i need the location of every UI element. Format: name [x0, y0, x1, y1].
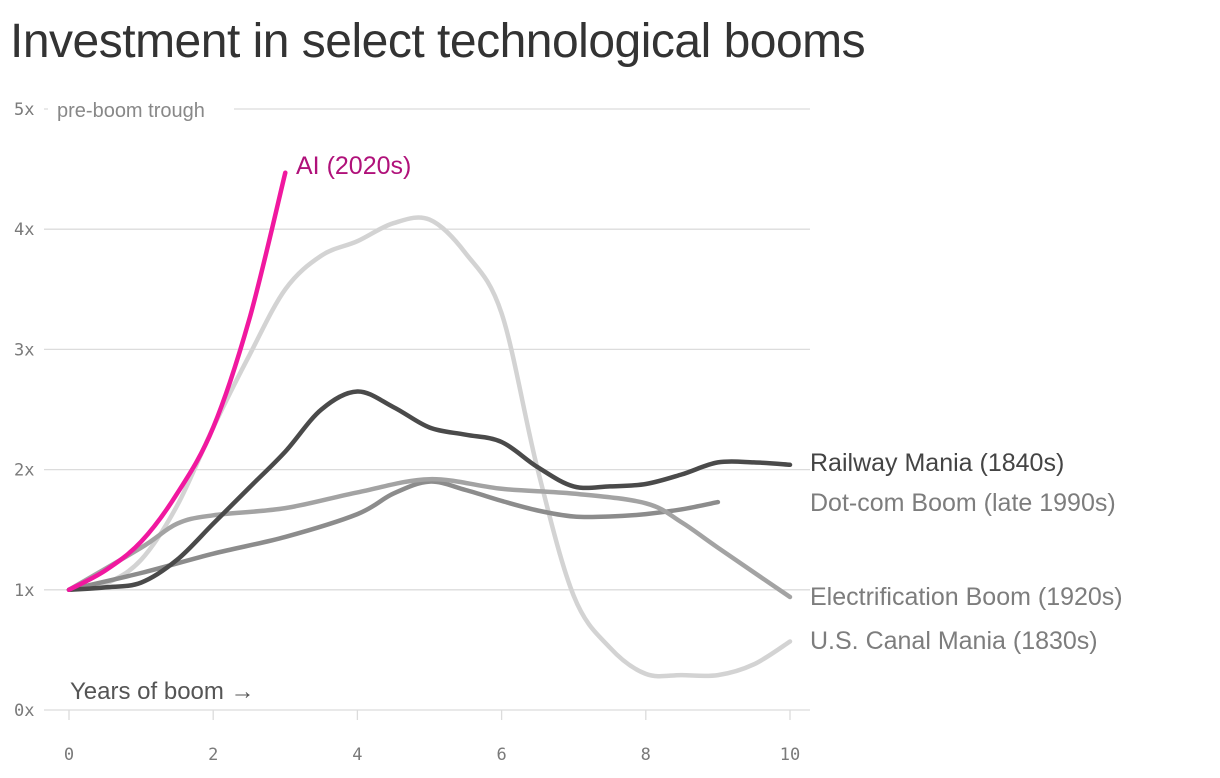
y-tick-label: 0x [14, 701, 34, 721]
series-line-u-s-canal-mania-1830s [66, 215, 793, 679]
gridlines [44, 108, 810, 711]
series-label-railway-mania-1840s: Railway Mania (1840s) [810, 449, 1064, 477]
series-label-dot-com-boom-late-1990s: Dot-com Boom (late 1990s) [810, 489, 1116, 517]
y-tick-label: 5x [14, 100, 34, 120]
y-tick-label: 1x [14, 581, 34, 601]
x-tick-label: 2 [208, 745, 218, 765]
x-tick-label: 8 [641, 745, 651, 765]
x-tick-label: 10 [780, 745, 800, 765]
series-line-electrification-boom-1920s [66, 479, 721, 593]
x-axis-title: Years of boom → [70, 678, 255, 705]
series-line-dot-com-boom-late-1990s [66, 476, 793, 600]
chart-title: Investment in select technological booms [10, 15, 866, 68]
x-tick-label: 0 [64, 745, 74, 765]
y-axis-note: pre-boom trough [57, 100, 205, 122]
series-label-ai-2020s: AI (2020s) [296, 152, 411, 180]
series-lines [66, 170, 793, 679]
y-axis-ticks: 0x 1x 2x 3x 4x 5x [14, 100, 34, 721]
series-labels: U.S. Canal Mania (1830s) Electrification … [296, 152, 1123, 655]
x-tick-label: 4 [352, 745, 362, 765]
x-tick-label: 6 [496, 745, 506, 765]
y-tick-label: 3x [14, 340, 34, 360]
y-tick-label: 4x [14, 220, 34, 240]
series-label-electrification-boom-1920s: Electrification Boom (1920s) [810, 583, 1123, 611]
x-axis-ticks: 0 2 4 6 8 10 [64, 710, 800, 765]
series-label-u-s-canal-mania-1830s: U.S. Canal Mania (1830s) [810, 627, 1098, 655]
note-background [48, 96, 234, 124]
y-tick-label: 2x [14, 461, 34, 481]
series-line-railway-mania-1840s [66, 389, 793, 593]
series-line-ai-2020s [66, 170, 288, 593]
